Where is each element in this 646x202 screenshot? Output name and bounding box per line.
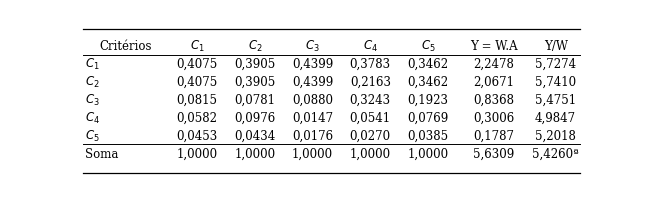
Text: 5,7410: 5,7410	[535, 75, 576, 88]
Text: 1,0000: 1,0000	[234, 147, 275, 160]
Text: 0,1923: 0,1923	[408, 93, 448, 106]
Text: 0,0385: 0,0385	[408, 129, 448, 142]
Text: $C_5$: $C_5$	[421, 39, 435, 54]
Text: 0,0582: 0,0582	[177, 111, 218, 124]
Text: Critérios: Critérios	[99, 40, 152, 53]
Text: 0,3462: 0,3462	[408, 75, 448, 88]
Text: 0,3006: 0,3006	[474, 111, 514, 124]
Text: $C_1$: $C_1$	[85, 56, 99, 72]
Text: 0,4399: 0,4399	[292, 57, 333, 70]
Text: 5,4751: 5,4751	[535, 93, 576, 106]
Text: 1,0000: 1,0000	[176, 147, 218, 160]
Text: Y = W.A: Y = W.A	[470, 40, 517, 53]
Text: 2,2478: 2,2478	[474, 57, 514, 70]
Text: 0,4075: 0,4075	[176, 57, 218, 70]
Text: $C_2$: $C_2$	[85, 74, 99, 89]
Text: Soma: Soma	[85, 147, 118, 160]
Text: $C_4$: $C_4$	[363, 39, 378, 54]
Text: 0,2163: 0,2163	[349, 75, 391, 88]
Text: Y/W: Y/W	[544, 40, 568, 53]
Text: 0,0815: 0,0815	[177, 93, 218, 106]
Text: 0,0147: 0,0147	[292, 111, 333, 124]
Text: $C_3$: $C_3$	[305, 39, 320, 54]
Text: $C_3$: $C_3$	[85, 92, 99, 107]
Text: 1,0000: 1,0000	[349, 147, 391, 160]
Text: 0,4399: 0,4399	[292, 75, 333, 88]
Text: 0,0176: 0,0176	[292, 129, 333, 142]
Text: 0,0541: 0,0541	[349, 111, 391, 124]
Text: 0,3905: 0,3905	[234, 57, 276, 70]
Text: 5,6309: 5,6309	[474, 147, 514, 160]
Text: $C_2$: $C_2$	[247, 39, 262, 54]
Text: 0,4075: 0,4075	[176, 75, 218, 88]
Text: $C_1$: $C_1$	[190, 39, 205, 54]
Text: $C_5$: $C_5$	[85, 128, 99, 143]
Text: 0,0976: 0,0976	[234, 111, 276, 124]
Text: 0,3783: 0,3783	[349, 57, 391, 70]
Text: 5,7274: 5,7274	[535, 57, 576, 70]
Text: 5,4260ª: 5,4260ª	[532, 147, 579, 160]
Text: $C_4$: $C_4$	[85, 110, 99, 125]
Text: 2,0671: 2,0671	[474, 75, 514, 88]
Text: 0,1787: 0,1787	[474, 129, 514, 142]
Text: 1,0000: 1,0000	[408, 147, 448, 160]
Text: 0,0453: 0,0453	[176, 129, 218, 142]
Text: 0,3243: 0,3243	[349, 93, 391, 106]
Text: 0,0880: 0,0880	[292, 93, 333, 106]
Text: 0,0781: 0,0781	[234, 93, 275, 106]
Text: 0,3462: 0,3462	[408, 57, 448, 70]
Text: 5,2018: 5,2018	[536, 129, 576, 142]
Text: 0,3905: 0,3905	[234, 75, 276, 88]
Text: 1,0000: 1,0000	[292, 147, 333, 160]
Text: 0,0434: 0,0434	[234, 129, 276, 142]
Text: 4,9847: 4,9847	[535, 111, 576, 124]
Text: 0,8368: 0,8368	[474, 93, 514, 106]
Text: 0,0769: 0,0769	[408, 111, 448, 124]
Text: 0,0270: 0,0270	[349, 129, 391, 142]
